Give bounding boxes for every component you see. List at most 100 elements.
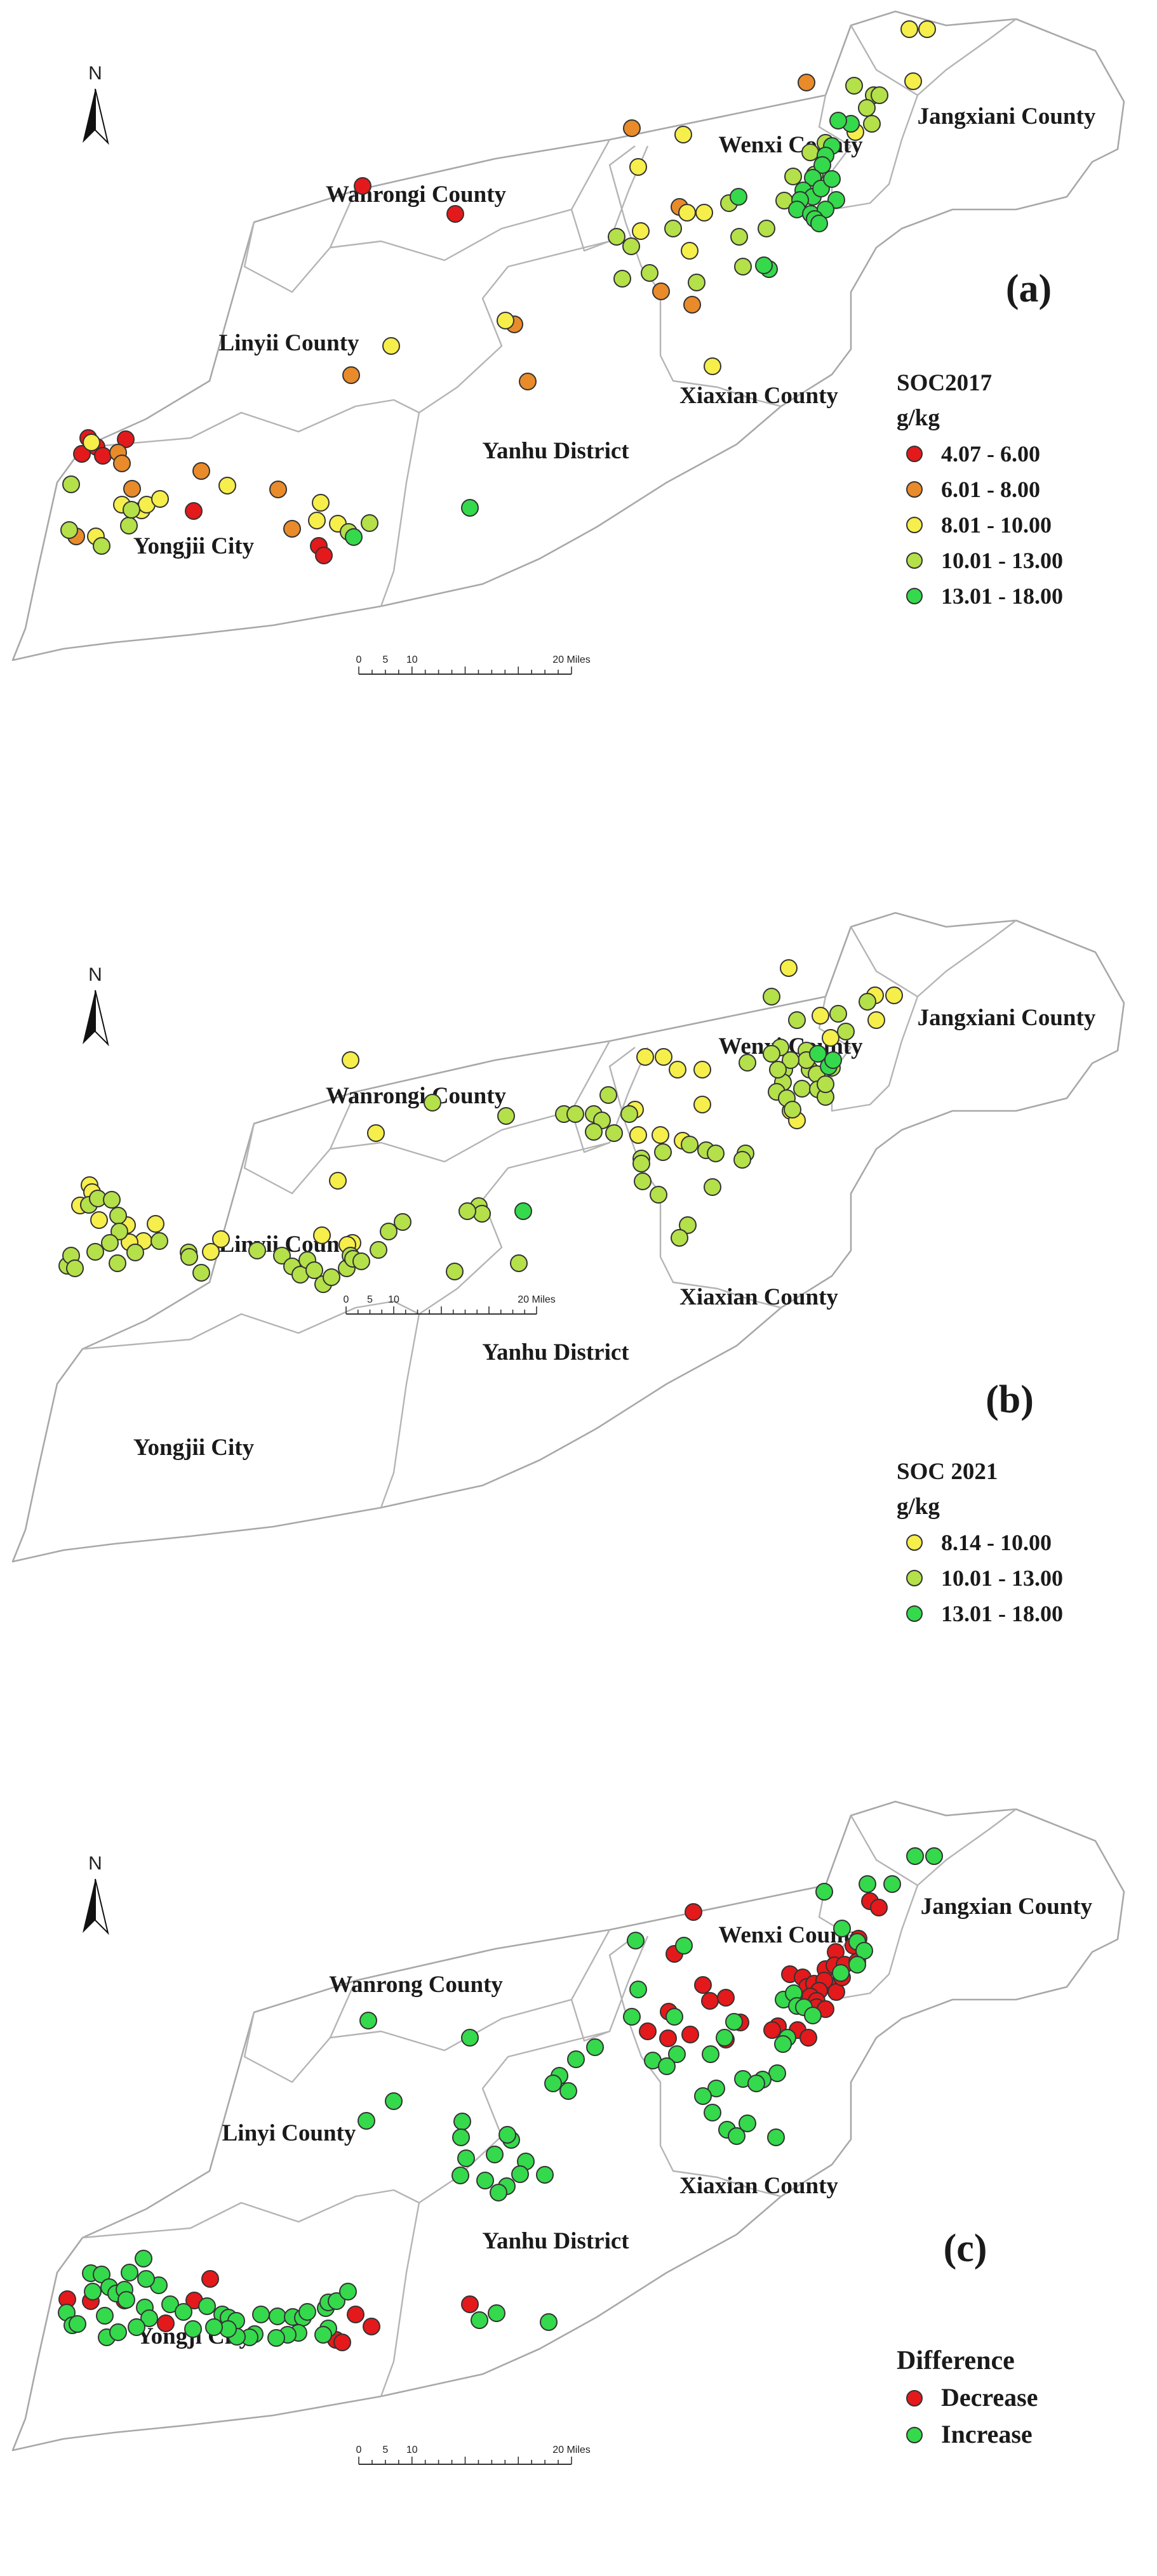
region-label-linyi: Linyi County <box>222 2120 356 2146</box>
sample-point <box>559 2082 577 2100</box>
legend-swatch <box>906 2427 923 2443</box>
region-label-yanhu: Yanhu District <box>482 1339 629 1365</box>
region-label-xiaxian: Xiaxian County <box>679 383 838 409</box>
sample-point <box>352 1252 370 1270</box>
legend-swatch <box>906 2390 923 2407</box>
sample-point <box>613 270 631 288</box>
sample-point <box>519 373 537 390</box>
sample-point <box>668 2045 686 2063</box>
sample-point <box>608 228 625 246</box>
legend-title: SOC2017 <box>897 370 992 396</box>
sample-point <box>900 20 918 38</box>
sample-point <box>688 274 706 291</box>
sample-point <box>695 204 713 222</box>
sample-point <box>367 1124 385 1142</box>
sample-point <box>126 1244 144 1261</box>
sample-point <box>681 1136 699 1153</box>
region-label-yanhu: Yanhu District <box>482 438 629 464</box>
sample-point <box>763 988 780 1006</box>
sample-point <box>829 112 847 129</box>
sample-point <box>858 99 876 117</box>
sample-point <box>323 1268 340 1286</box>
sample-point <box>694 1976 712 1994</box>
sample-point <box>859 993 876 1011</box>
sample-point <box>567 2050 585 2068</box>
sample-point <box>93 537 110 555</box>
sample-point <box>798 74 815 91</box>
sample-point <box>73 445 91 463</box>
legend-item-label: 6.01 - 8.00 <box>941 477 1040 502</box>
sample-point <box>817 1075 834 1093</box>
sample-point <box>461 2029 479 2047</box>
sample-point <box>269 481 287 498</box>
sample-point <box>354 177 371 195</box>
sample-point <box>681 2026 699 2043</box>
sample-point <box>636 1048 654 1066</box>
north-arrow-icon <box>83 88 109 145</box>
sample-point <box>716 2029 733 2047</box>
sample-point <box>823 170 841 188</box>
sample-point <box>137 2270 155 2288</box>
region-label-wanrong: Wanrong County <box>329 1972 503 1998</box>
sample-point <box>683 296 701 314</box>
sample-point <box>725 2013 743 2031</box>
sample-point <box>717 1989 735 2007</box>
sample-point <box>701 1992 719 2010</box>
north-arrow-icon <box>83 990 109 1047</box>
sample-point <box>101 1234 119 1252</box>
north-label: N <box>88 964 102 985</box>
sample-point <box>339 2283 357 2300</box>
sample-point <box>655 1048 672 1066</box>
scale-tick-label: 0 <box>344 1294 349 1305</box>
sample-point <box>810 215 828 232</box>
sample-point <box>121 2264 138 2281</box>
sample-point <box>883 1875 901 1893</box>
scale-tick-label: 10 <box>406 2445 418 2455</box>
sample-point <box>730 188 747 206</box>
sample-point <box>650 1186 667 1204</box>
sample-point <box>870 1899 888 1916</box>
sample-point <box>658 2057 676 2075</box>
sample-point <box>394 1213 411 1231</box>
sample-point <box>804 2007 822 2024</box>
sample-point <box>117 430 135 448</box>
sample-point <box>66 1259 84 1277</box>
sample-point <box>313 1226 331 1244</box>
sample-point <box>342 366 360 384</box>
sample-point <box>273 1247 291 1265</box>
sample-point <box>205 2318 223 2336</box>
legend-item-label: 8.01 - 10.00 <box>941 512 1052 538</box>
scale-tick-label: 20 Miles <box>552 654 591 665</box>
north-label: N <box>88 1853 102 1874</box>
sample-point <box>679 1216 697 1234</box>
legend-item-label: 4.07 - 6.00 <box>941 441 1040 467</box>
sample-point <box>694 2087 712 2105</box>
scale-tick-label: 0 <box>356 2445 362 2455</box>
sample-point <box>424 1094 441 1112</box>
sample-point <box>755 256 773 274</box>
sample-point <box>599 1086 617 1104</box>
region-label-yongji: Yongjii City <box>133 1435 255 1461</box>
north-label: N <box>88 63 102 84</box>
sample-point <box>629 1126 647 1144</box>
sample-point <box>768 2064 786 2082</box>
map-panels: N Wanrongi County Wenxi County Jangxiani Co… <box>11 10 1125 2465</box>
sample-point <box>283 520 301 538</box>
legend-swatch <box>906 1534 923 1551</box>
sample-point <box>867 1011 885 1029</box>
sample-point <box>86 1243 104 1261</box>
legend-item-label: 10.01 - 13.00 <box>941 1565 1063 1591</box>
legend-swatch <box>906 446 923 462</box>
legend-swatch <box>906 588 923 604</box>
sample-point <box>109 1254 126 1272</box>
panel-label: (a) <box>1006 267 1052 310</box>
sample-point <box>461 499 479 517</box>
sample-point <box>151 490 169 508</box>
sample-point <box>674 126 692 143</box>
sample-point <box>382 337 400 355</box>
sample-point <box>809 1045 827 1063</box>
sample-point <box>473 1205 491 1223</box>
sample-point <box>333 2334 351 2351</box>
sample-point <box>767 2128 785 2146</box>
sample-point <box>135 2250 152 2267</box>
